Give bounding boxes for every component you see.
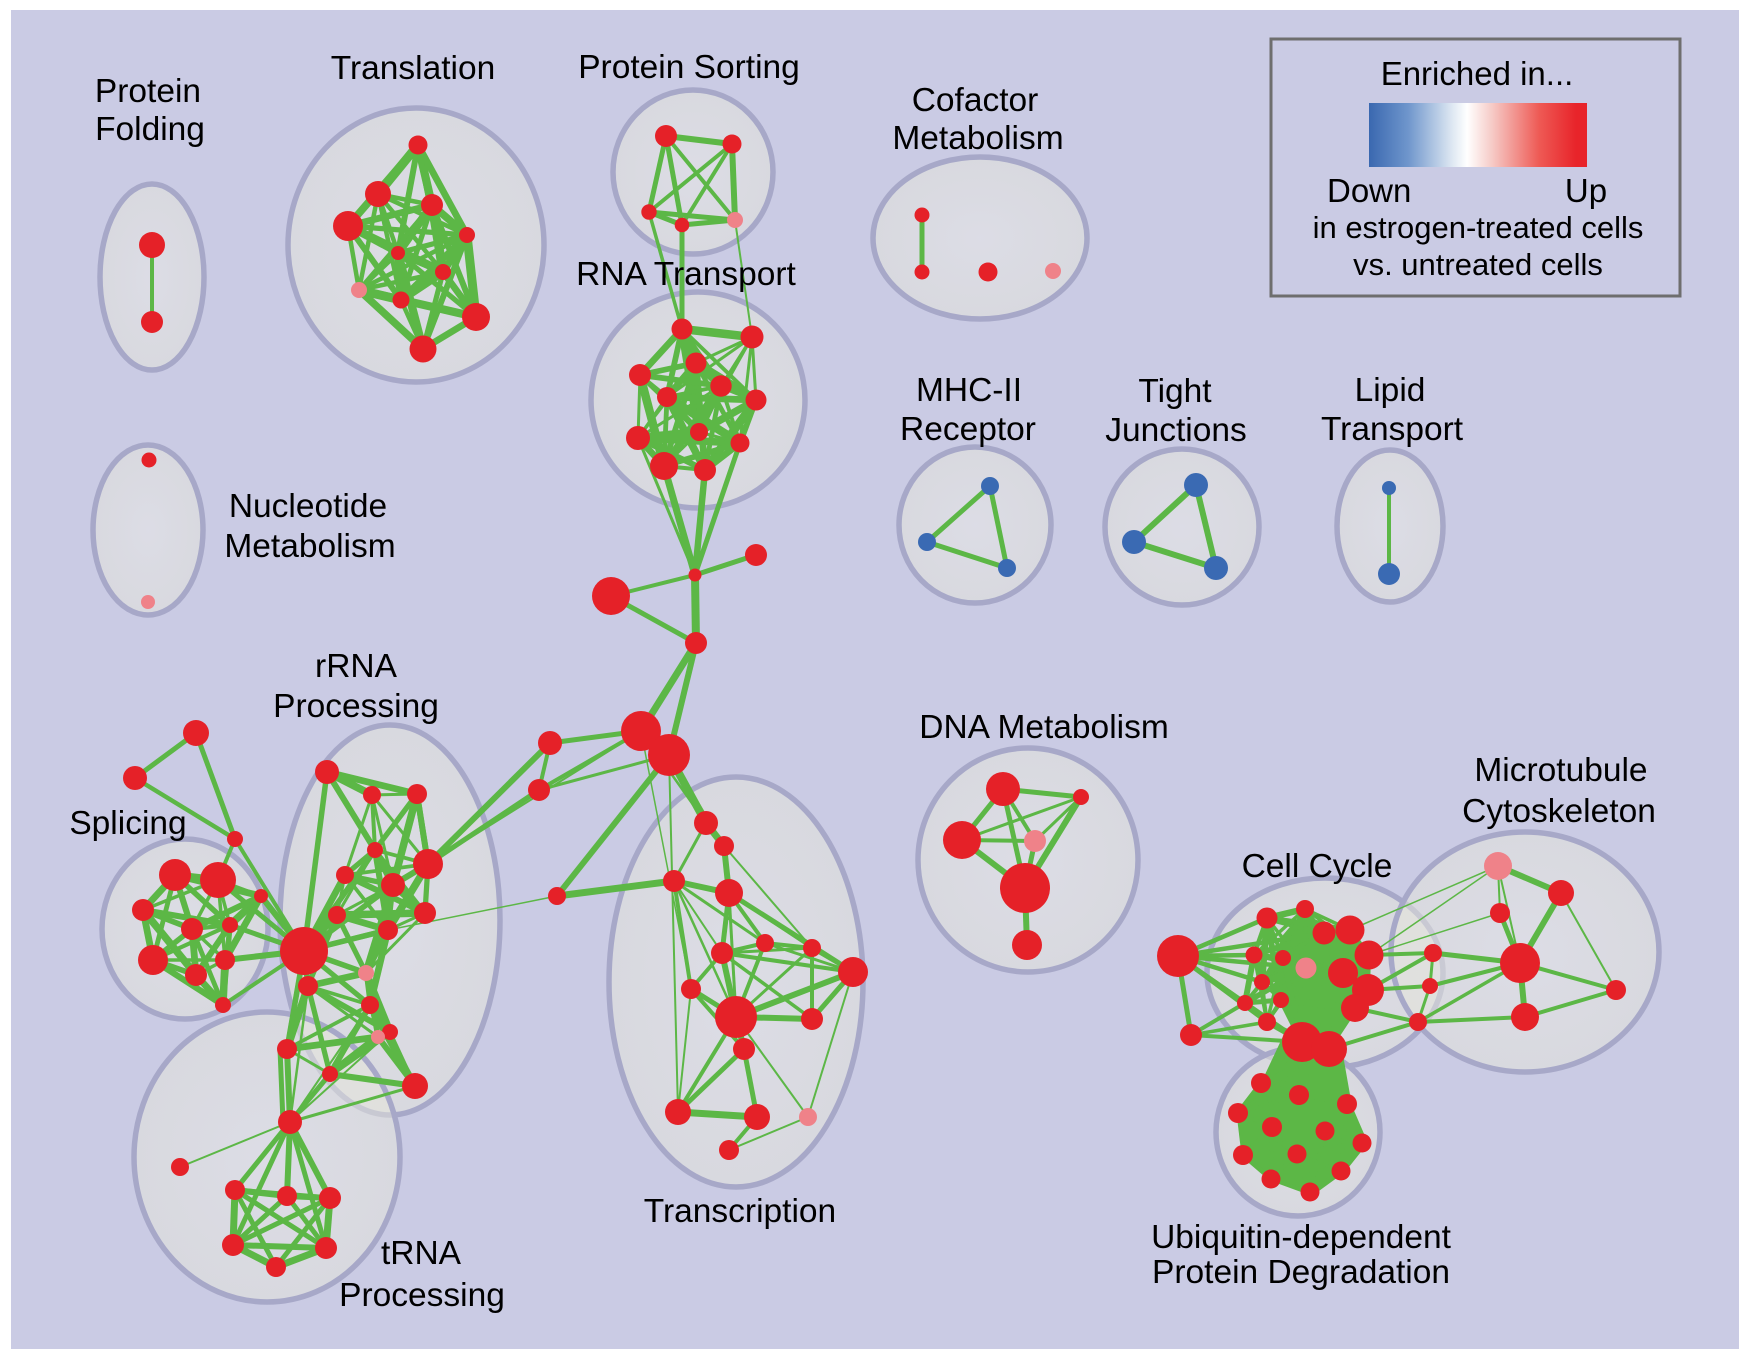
svg-text:Up: Up (1565, 172, 1607, 209)
svg-text:MHC-II: MHC-II (916, 372, 1022, 409)
svg-text:Enriched in...: Enriched in... (1381, 55, 1574, 92)
svg-text:Metabolism: Metabolism (224, 528, 395, 565)
svg-text:Tight: Tight (1138, 373, 1212, 410)
svg-text:Transcription: Transcription (644, 1193, 836, 1230)
svg-text:Protein Sorting: Protein Sorting (578, 49, 800, 86)
svg-text:Translation: Translation (331, 50, 495, 87)
svg-text:Protein: Protein (95, 73, 201, 110)
svg-text:Down: Down (1327, 172, 1411, 209)
svg-text:DNA Metabolism: DNA Metabolism (919, 709, 1168, 746)
svg-text:Receptor: Receptor (900, 411, 1036, 448)
svg-text:Junctions: Junctions (1105, 412, 1247, 449)
svg-text:Transport: Transport (1321, 411, 1464, 448)
svg-text:Nucleotide: Nucleotide (229, 488, 387, 525)
svg-text:Lipid: Lipid (1355, 372, 1426, 409)
svg-text:RNA Transport: RNA Transport (576, 256, 796, 293)
svg-text:Folding: Folding (95, 111, 205, 148)
svg-text:in estrogen-treated cells: in estrogen-treated cells (1313, 210, 1644, 245)
svg-text:tRNA: tRNA (381, 1235, 462, 1272)
svg-text:Processing: Processing (339, 1277, 505, 1314)
svg-text:vs. untreated cells: vs. untreated cells (1353, 247, 1603, 282)
svg-text:Metabolism: Metabolism (892, 120, 1063, 157)
svg-text:Splicing: Splicing (69, 805, 186, 842)
svg-text:rRNA: rRNA (315, 648, 398, 685)
svg-text:Protein Degradation: Protein Degradation (1152, 1254, 1450, 1291)
svg-text:Microtubule: Microtubule (1474, 752, 1647, 789)
svg-text:Cell Cycle: Cell Cycle (1242, 848, 1393, 885)
svg-text:Ubiquitin-dependent: Ubiquitin-dependent (1151, 1219, 1452, 1256)
svg-text:Cytoskeleton: Cytoskeleton (1462, 793, 1656, 830)
svg-text:Cofactor: Cofactor (912, 82, 1039, 119)
svg-text:Processing: Processing (273, 688, 439, 725)
